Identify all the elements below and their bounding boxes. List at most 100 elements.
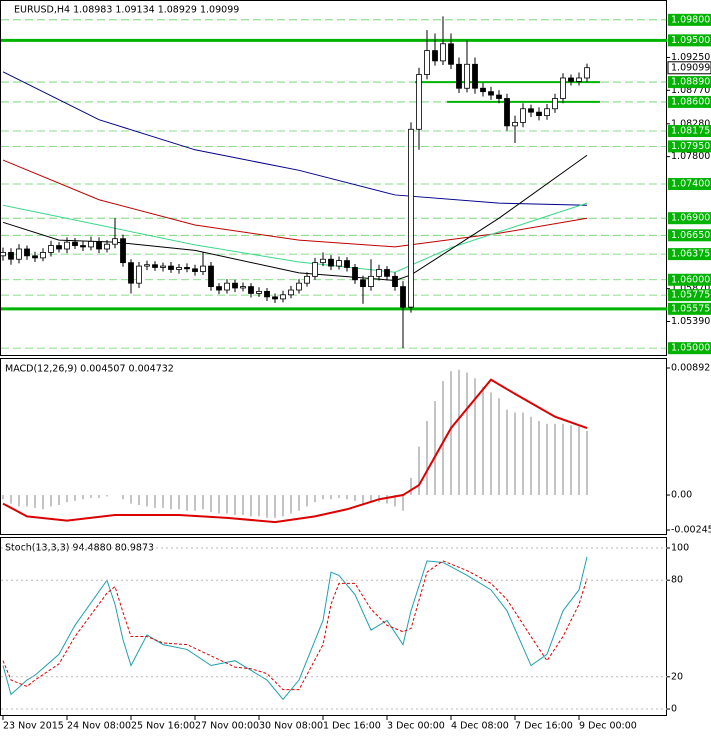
x-tick-label: 25 Nov 16:00 [131, 721, 195, 732]
level-label-box [668, 95, 711, 108]
y-tick-label: 100 [671, 543, 689, 554]
candle-body [536, 111, 542, 116]
candle-body [144, 264, 150, 267]
candle-body [392, 275, 398, 287]
candle-body [576, 77, 582, 82]
moving-average [2, 71, 588, 206]
current-price-box [667, 61, 711, 75]
y-tick-label: 1.05390 [671, 316, 710, 327]
level-label: 1.08175 [671, 125, 710, 136]
x-tick-label: 1 Dec 16:00 [323, 721, 381, 732]
candle-body [384, 269, 390, 277]
candle-body [448, 43, 454, 65]
candle-body [304, 275, 310, 284]
candle-body [232, 282, 238, 289]
candle-body [272, 296, 278, 300]
candle-body [112, 238, 118, 245]
candle-body [208, 265, 214, 287]
stoch-title: Stoch(13,3,3) 94.4880 80.9873 [5, 543, 154, 554]
candle-body [336, 260, 342, 267]
candle-body [240, 286, 246, 289]
candle-body [48, 245, 54, 253]
candle-body [312, 262, 318, 277]
y-tick-label: 0.00892 [671, 363, 710, 374]
level-label-box [668, 177, 711, 190]
y-tick-label: 1.08280 [671, 118, 710, 129]
level-label: 1.09500 [671, 35, 710, 46]
candle-body [184, 267, 190, 270]
candle-body [248, 286, 254, 294]
level-label-box [668, 248, 711, 261]
candle-body [88, 241, 94, 248]
candle-body [72, 241, 78, 246]
level-label: 1.05000 [671, 343, 710, 354]
candle-body [552, 98, 558, 110]
y-tick-label: 80 [671, 575, 683, 586]
macd-title: MACD(12,26,9) 0.004507 0.004732 [5, 364, 174, 375]
candle-body [488, 91, 494, 96]
level-label: 1.05775 [671, 290, 710, 301]
candle-body [256, 290, 262, 294]
y-tick-label: 1.07800 [671, 151, 710, 162]
candle-body [400, 286, 406, 308]
y-tick-label: 0 [671, 704, 677, 715]
candle-body [32, 255, 38, 259]
level-label-box [668, 289, 711, 302]
candle-body [224, 282, 230, 291]
level-label: 1.05575 [671, 303, 710, 314]
candle-body [128, 262, 134, 284]
candle-body [480, 87, 486, 93]
x-tick-label: 4 Dec 08:00 [451, 721, 509, 732]
y-tick-label: 1.08770 [671, 85, 710, 96]
candle-body [416, 74, 422, 130]
candle-body [136, 265, 142, 284]
candle-body [352, 267, 358, 281]
candle-body [408, 128, 414, 308]
main-panel [0, 0, 667, 356]
level-label: 1.09800 [671, 14, 710, 25]
level-label-box [668, 124, 711, 137]
candle-body [120, 238, 126, 264]
candle-body [168, 265, 174, 270]
candle-body [520, 108, 526, 123]
level-label-box [668, 212, 711, 225]
candle-body [0, 251, 6, 257]
x-tick-label: 7 Dec 16:00 [515, 721, 573, 732]
candle-body [584, 67, 590, 79]
candle-body [344, 260, 350, 268]
candle-body [432, 50, 438, 62]
level-label: 1.06375 [671, 249, 710, 260]
level-label: 1.06000 [671, 274, 710, 285]
x-tick-label: 3 Dec 00:00 [387, 721, 445, 732]
level-label: 1.08600 [671, 96, 710, 107]
candle-body [328, 258, 334, 267]
level-label-box [668, 302, 711, 315]
candle-body [368, 275, 374, 287]
candle-body [16, 248, 22, 260]
candle-body [64, 241, 70, 250]
candle-body [56, 245, 62, 250]
x-tick-label: 23 Nov 2015 [3, 721, 64, 732]
level-label: 1.08890 [671, 77, 710, 88]
candle-body [96, 241, 102, 250]
candle-body [152, 264, 158, 268]
candle-body [8, 251, 14, 260]
candle-body [24, 248, 30, 257]
level-label-box [668, 76, 711, 89]
y-tick-label: 0.00 [671, 490, 692, 501]
candle-body [176, 267, 182, 270]
x-tick-label: 9 Dec 00:00 [579, 721, 637, 732]
stoch-line [2, 560, 588, 691]
candle-body [440, 43, 446, 62]
candle-body [496, 94, 502, 99]
candle-body [192, 268, 198, 272]
candle-body [560, 77, 566, 99]
candle-body [80, 245, 86, 248]
level-label: 1.06650 [671, 230, 710, 241]
candle-body [504, 98, 510, 127]
level-label-box [668, 13, 711, 26]
level-label-box [668, 273, 711, 286]
level-label: 1.07400 [671, 178, 710, 189]
candle-body [264, 290, 270, 298]
